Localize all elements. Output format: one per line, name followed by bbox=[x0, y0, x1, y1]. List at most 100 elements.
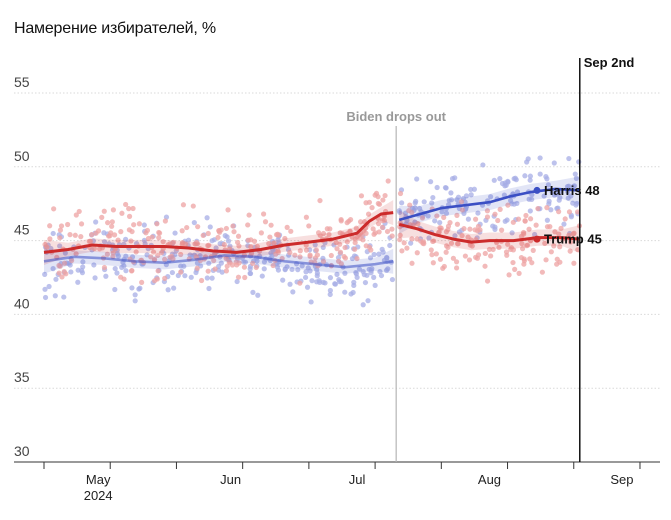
harris-poll-dot bbox=[334, 271, 340, 277]
trump-poll-dot bbox=[542, 240, 548, 246]
trump-poll-dot bbox=[154, 221, 160, 227]
trump-poll-dot bbox=[484, 214, 491, 220]
trump-poll-dot bbox=[126, 227, 132, 233]
harris-poll-dot bbox=[57, 243, 63, 249]
harris-poll-dot bbox=[123, 236, 129, 242]
trump-poll-dot bbox=[56, 262, 62, 269]
trump-poll-dot bbox=[205, 230, 211, 237]
trump-poll-dot bbox=[47, 223, 53, 229]
trump-poll-dot bbox=[236, 243, 242, 249]
trump-poll-dot bbox=[415, 221, 421, 227]
harris-poll-dot bbox=[414, 176, 420, 182]
trump-poll-dot bbox=[317, 197, 323, 204]
harris-poll-dot bbox=[112, 265, 118, 272]
harris-poll-dot bbox=[532, 231, 538, 238]
trump-poll-dot bbox=[126, 206, 132, 212]
trump-poll-dot bbox=[275, 232, 282, 238]
trump-poll-dot bbox=[65, 221, 71, 228]
trump-poll-dot bbox=[335, 258, 342, 264]
trump-poll-dot bbox=[119, 210, 125, 216]
trump-poll-dot bbox=[108, 230, 114, 236]
trump-poll-dot bbox=[554, 261, 560, 267]
harris-poll-dot bbox=[430, 194, 436, 201]
trump-poll-dot bbox=[211, 257, 217, 264]
harris-poll-dot bbox=[439, 209, 445, 215]
harris-poll-dot bbox=[169, 269, 175, 276]
trump-poll-dot bbox=[235, 274, 242, 280]
trump-poll-dot bbox=[328, 252, 334, 259]
trump-poll-dot bbox=[358, 193, 365, 199]
trump-poll-dot bbox=[459, 207, 466, 213]
trump-poll-dot bbox=[459, 233, 465, 239]
trump-poll-dot bbox=[303, 214, 309, 220]
harris-poll-dot bbox=[242, 259, 249, 265]
harris-poll-dot bbox=[75, 279, 81, 285]
trump-poll-dot bbox=[375, 221, 382, 227]
harris-poll-dot bbox=[468, 192, 474, 198]
trump-poll-dot bbox=[95, 228, 102, 234]
harris-poll-dot bbox=[206, 285, 212, 292]
trump-poll-dot bbox=[67, 232, 73, 238]
harris-poll-dot bbox=[259, 273, 265, 279]
x-tick-label: Jun bbox=[220, 472, 241, 487]
trump-poll-dot bbox=[198, 277, 205, 284]
harris-poll-dot bbox=[209, 238, 215, 244]
harris-poll-dot bbox=[568, 193, 574, 199]
trump-poll-dot bbox=[397, 190, 404, 197]
grid-lines bbox=[14, 92, 660, 463]
harris-poll-dot bbox=[387, 242, 393, 249]
trump-poll-dot bbox=[352, 240, 358, 246]
trump-poll-dot bbox=[429, 252, 435, 258]
harris-poll-dot bbox=[327, 275, 334, 281]
trump-poll-dot bbox=[382, 192, 388, 199]
harris-poll-dot bbox=[204, 215, 210, 221]
x-tick-label: Sep bbox=[610, 472, 633, 487]
harris-poll-dot bbox=[50, 230, 56, 237]
trump-poll-dot bbox=[558, 225, 564, 231]
trump-poll-dot bbox=[190, 203, 196, 209]
trump-poll-dot bbox=[242, 274, 248, 281]
harris-poll-dot bbox=[284, 264, 290, 270]
y-tick-label: 45 bbox=[14, 222, 30, 238]
trump-poll-dot bbox=[57, 235, 63, 241]
trump-poll-dot bbox=[327, 226, 333, 232]
trump-poll-dot bbox=[530, 247, 536, 253]
trend-lines bbox=[43, 187, 580, 269]
trump-poll-dot bbox=[571, 260, 577, 266]
harris-poll-dot bbox=[480, 162, 486, 168]
trump-poll-dot bbox=[515, 216, 522, 222]
trump-trend-line bbox=[398, 222, 580, 244]
harris-poll-dot bbox=[527, 177, 533, 183]
trump-poll-dot bbox=[158, 250, 165, 256]
y-axis-ticks: 55 50 45 40 35 30 bbox=[14, 74, 30, 459]
trump-poll-dot bbox=[430, 238, 436, 245]
harris-poll-dot bbox=[512, 175, 518, 181]
trump-poll-dot bbox=[484, 278, 491, 284]
trump-confidence-band bbox=[44, 200, 394, 265]
harris-poll-dot bbox=[307, 268, 313, 274]
trump-poll-dot bbox=[245, 222, 251, 228]
trump-poll-dot bbox=[527, 216, 534, 222]
harris-poll-dot bbox=[465, 216, 472, 222]
harris-poll-dot bbox=[351, 279, 357, 285]
trump-poll-dot bbox=[344, 220, 350, 226]
harris-poll-dot bbox=[491, 177, 497, 183]
harris-poll-dot bbox=[68, 269, 74, 275]
trump-poll-dot bbox=[155, 268, 161, 274]
harris-poll-dot bbox=[299, 263, 305, 269]
harris-poll-dot bbox=[509, 201, 515, 207]
harris-poll-dot bbox=[367, 255, 374, 261]
x-tick-label: Jul bbox=[349, 472, 366, 487]
trump-poll-dot bbox=[407, 202, 413, 208]
trump-poll-dot bbox=[78, 234, 84, 240]
trump-poll-dot bbox=[519, 241, 525, 247]
trump-poll-dot bbox=[235, 233, 242, 239]
trump-poll-dot bbox=[109, 223, 115, 229]
harris-poll-dot bbox=[568, 214, 575, 220]
trump-poll-dot bbox=[104, 251, 110, 257]
trump-poll-dot bbox=[523, 212, 529, 219]
trump-poll-dot bbox=[337, 230, 343, 236]
harris-poll-dot bbox=[571, 183, 578, 189]
trump-poll-dot bbox=[51, 206, 57, 212]
